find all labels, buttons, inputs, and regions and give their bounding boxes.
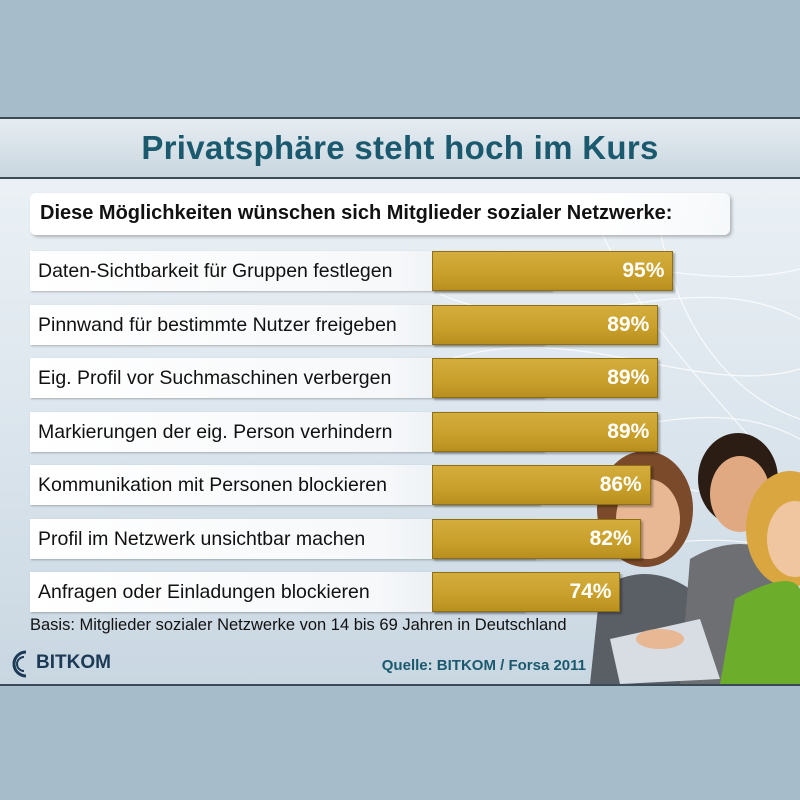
bar: 74%	[432, 572, 621, 612]
bar: 95%	[432, 251, 674, 291]
bar-chart: Daten-Sichtbarkeit für Gruppen festlegen…	[0, 119, 800, 684]
bar-value-label: 82%	[589, 526, 632, 550]
background-decoration	[439, 228, 800, 684]
bitkom-logo: BITKOM	[8, 649, 118, 679]
bar-value-label: 89%	[607, 312, 650, 336]
bar-value-label: 86%	[599, 473, 642, 496]
chart-title: Privatsphäre steht hoch im Kurs	[141, 129, 659, 166]
bar: 86%	[432, 465, 651, 505]
bar-value-label: 74%	[569, 580, 612, 603]
bar: 89%	[432, 358, 659, 398]
bar: 82%	[432, 518, 641, 559]
category-label: Daten-Sichtbarkeit für Gruppen festlegen	[38, 260, 393, 282]
people-illustration	[590, 433, 800, 684]
footnote: Basis: Mitglieder sozialer Netzwerke von…	[30, 616, 567, 634]
category-label: Markierungen der eig. Person verhindern	[38, 420, 393, 443]
logo-arc-icon	[12, 650, 27, 678]
category-label: Eig. Profil vor Suchmaschinen verbergen	[38, 367, 392, 389]
category-label: Pinnwand für bestimmte Nutzer freigeben	[38, 313, 397, 336]
category-label: Kommunikation mit Personen blockieren	[38, 474, 388, 496]
bar-value-label: 89%	[607, 366, 650, 389]
bar: 89%	[432, 304, 659, 345]
source-note: Quelle: BITKOM / Forsa 2011	[381, 657, 586, 674]
logo-text: BITKOM	[36, 652, 111, 673]
bar-value-label: 89%	[607, 419, 650, 443]
chart-subtitle: Diese Möglichkeiten wünschen sich Mitgli…	[40, 202, 673, 224]
category-label: Anfragen oder Einladungen blockieren	[38, 581, 370, 603]
subtitle-band	[30, 193, 730, 235]
bar-value-label: 95%	[622, 259, 665, 282]
title-band	[0, 119, 800, 179]
bar: 89%	[432, 411, 659, 452]
infographic-card: Privatsphäre steht hoch im Kurs Diese Mö…	[0, 117, 800, 686]
category-label: Profil im Netzwerk unsichtbar machen	[38, 527, 366, 550]
